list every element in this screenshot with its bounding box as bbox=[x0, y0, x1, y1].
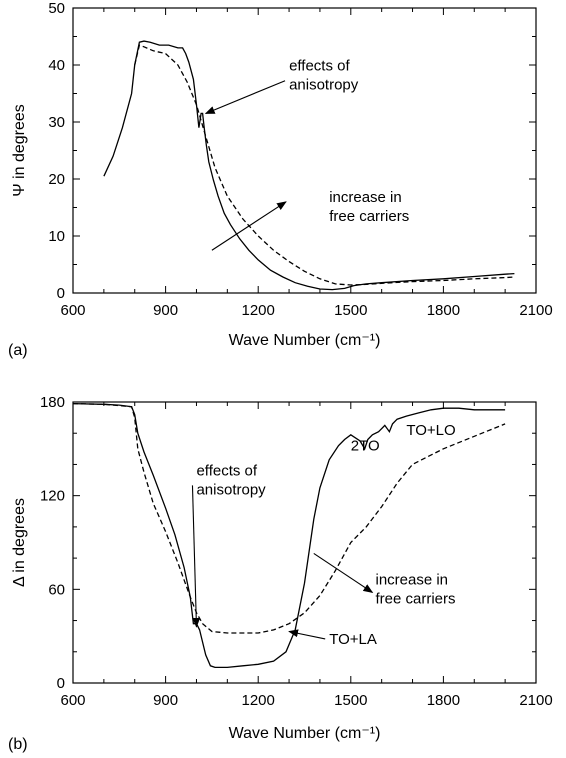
annotation-arrow bbox=[206, 81, 285, 114]
x-tick-label: 2100 bbox=[519, 692, 552, 709]
annotation-text: TO+LA bbox=[329, 631, 377, 648]
annotation-arrow bbox=[289, 631, 325, 638]
y-tick-label: 40 bbox=[48, 57, 65, 74]
x-tick-label: 1200 bbox=[242, 692, 275, 709]
x-tick-label: 2100 bbox=[519, 302, 552, 319]
x-tick-label: 600 bbox=[60, 692, 85, 709]
y-tick-label: 60 bbox=[48, 581, 65, 598]
y-axis-label: Ψ in degrees bbox=[11, 104, 28, 197]
x-tick-label: 1800 bbox=[427, 302, 460, 319]
annotation-text: anisotropy bbox=[196, 481, 266, 498]
annotation-text: anisotropy bbox=[289, 77, 359, 94]
x-axis-label: Wave Number (cm⁻¹) bbox=[229, 332, 381, 349]
annotation-text: effects of bbox=[289, 58, 350, 75]
panel-label: (b) bbox=[8, 736, 28, 753]
x-tick-label: 600 bbox=[60, 302, 85, 319]
y-tick-label: 30 bbox=[48, 114, 65, 131]
chart-panel-a: 600 900 1200 1500 1800 2100 0 10 20 30 40 50 Wave Nu… bbox=[8, 0, 553, 359]
annotation-text: free carriers bbox=[329, 208, 409, 225]
y-tick-label: 0 bbox=[57, 675, 65, 692]
y-tick-label: 10 bbox=[48, 228, 65, 245]
annotation-text: effects of bbox=[196, 462, 257, 479]
annotation-text: increase in bbox=[375, 572, 448, 589]
y-tick-label: 120 bbox=[40, 488, 65, 505]
x-tick-label: 1500 bbox=[334, 302, 367, 319]
y-tick-label: 20 bbox=[48, 171, 65, 188]
chart-panel-b: 600 900 1200 1500 1800 2100 0 60 120 180 Wave Numb… bbox=[8, 394, 553, 753]
y-tick-label: 0 bbox=[57, 285, 65, 302]
y-tick-label: 50 bbox=[48, 0, 65, 17]
x-tick-label: 900 bbox=[153, 302, 178, 319]
annotation-arrow bbox=[314, 553, 373, 592]
x-tick-label: 900 bbox=[153, 692, 178, 709]
annotation-text: free carriers bbox=[375, 591, 455, 608]
x-axis-label: Wave Number (cm⁻¹) bbox=[229, 725, 381, 742]
y-axis-label: Δ in degrees bbox=[11, 498, 28, 587]
x-tick-label: 1500 bbox=[334, 692, 367, 709]
x-tick-label: 1200 bbox=[242, 302, 275, 319]
y-tick-label: 180 bbox=[40, 394, 65, 411]
annotation-text: increase in bbox=[329, 189, 402, 206]
annotation-text: TO+LO bbox=[406, 422, 455, 439]
plot-frame bbox=[73, 402, 536, 683]
series-line-solid bbox=[73, 404, 505, 668]
plot-frame bbox=[73, 8, 536, 293]
panel-label: (a) bbox=[8, 342, 28, 359]
annotation-text: 2TO bbox=[351, 437, 380, 454]
x-tick-label: 1800 bbox=[427, 692, 460, 709]
